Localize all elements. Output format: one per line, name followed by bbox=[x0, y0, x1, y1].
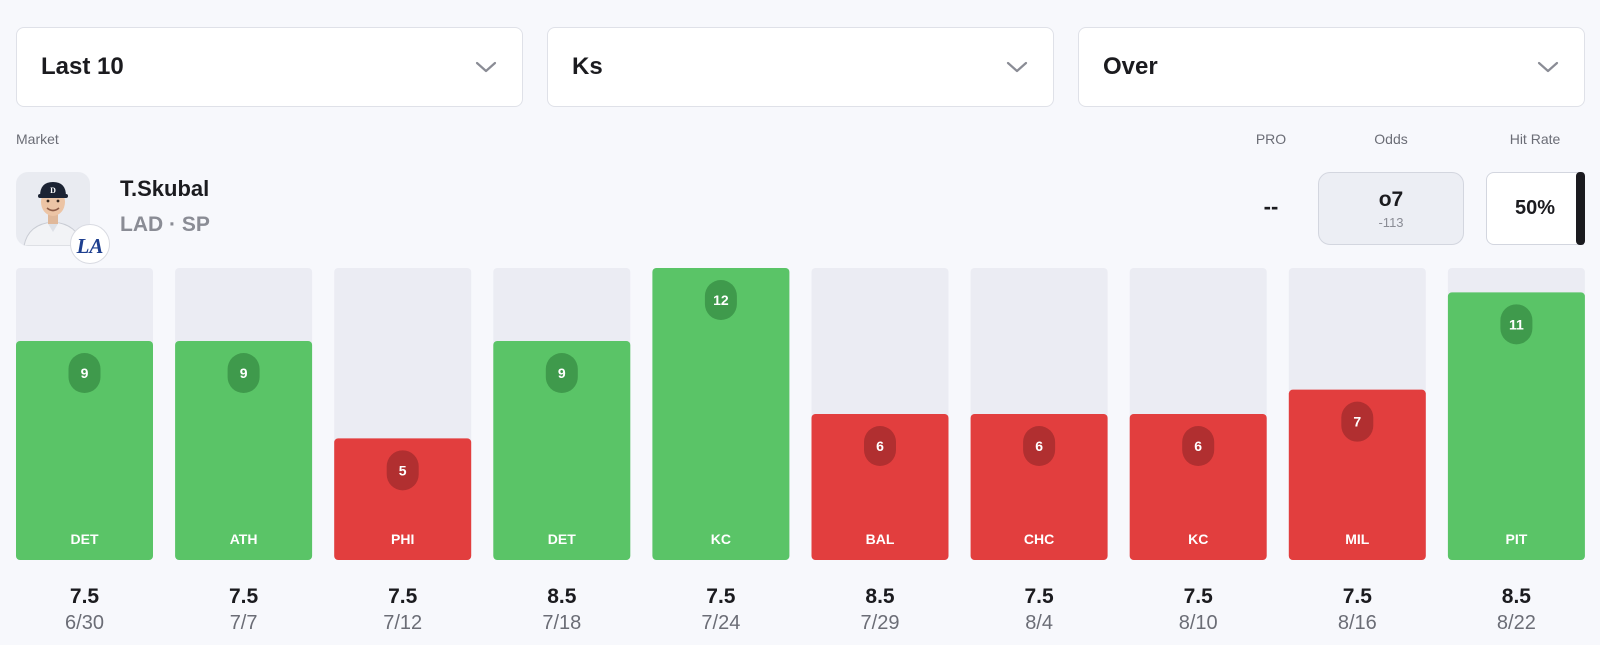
value-pill bbox=[386, 450, 419, 491]
game-date-label: 7/29 bbox=[861, 612, 900, 634]
opponent-label: ATH bbox=[230, 531, 258, 547]
bar-value-label: 7 bbox=[1353, 414, 1361, 430]
prop-line-label: 7.5 bbox=[706, 585, 736, 608]
value-pill bbox=[1182, 426, 1215, 466]
pro-label: PRO bbox=[1255, 131, 1287, 147]
opponent-label: PHI bbox=[391, 531, 414, 547]
game-bar[interactable] bbox=[175, 341, 313, 560]
game-date-label: 7/24 bbox=[701, 612, 740, 634]
bar-value-label: 5 bbox=[399, 462, 407, 478]
game-bar[interactable] bbox=[652, 268, 790, 560]
prop-line-label: 7.5 bbox=[229, 585, 259, 608]
prop-line-label: 8.5 bbox=[865, 585, 895, 608]
value-pill bbox=[545, 353, 578, 393]
player-name[interactable]: T.Skubal bbox=[120, 176, 210, 201]
odds-price: -113 bbox=[1378, 214, 1404, 230]
value-pill bbox=[1500, 304, 1533, 345]
prop-line-label: 8.5 bbox=[1502, 585, 1532, 608]
side-dropdown[interactable]: Over bbox=[1078, 27, 1585, 107]
range-dropdown-value: Last 10 bbox=[41, 53, 124, 80]
opponent-label: KC bbox=[711, 531, 731, 547]
game-bar[interactable] bbox=[1447, 292, 1585, 560]
market-label: Market bbox=[16, 131, 59, 147]
value-pill bbox=[227, 353, 260, 393]
bar-value-label: 6 bbox=[1035, 438, 1043, 454]
bar-value-label: 9 bbox=[240, 365, 248, 381]
opponent-label: MIL bbox=[1345, 531, 1370, 547]
bar-value-label: 6 bbox=[1194, 438, 1202, 454]
game-date-label: 6/30 bbox=[65, 612, 104, 634]
bar-value-label: 9 bbox=[558, 365, 566, 381]
prop-line-label: 7.5 bbox=[388, 585, 418, 608]
side-dropdown-value: Over bbox=[1103, 53, 1158, 80]
game-bar[interactable] bbox=[970, 414, 1108, 560]
value-pill bbox=[68, 353, 101, 393]
prop-line-label: 7.5 bbox=[70, 585, 100, 608]
bar-value-label: 12 bbox=[713, 292, 729, 308]
opponent-label: PIT bbox=[1506, 531, 1528, 547]
stat-dropdown[interactable]: Ks bbox=[547, 27, 1054, 107]
hit-rate-indicator bbox=[1576, 172, 1585, 245]
bar-value-label: 9 bbox=[81, 365, 89, 381]
game-log-chart: 9 DET 7.5 6/30 9 ATH 7.5 7/7 5 PHI 7.5 7/12 9 DET 8.5 7… bbox=[16, 268, 1585, 634]
opponent-label: DET bbox=[548, 531, 576, 547]
opponent-label: KC bbox=[1188, 531, 1208, 547]
prop-line-label: 7.5 bbox=[1184, 585, 1214, 608]
opponent-label: DET bbox=[71, 531, 99, 547]
hit-rate-value: 50% bbox=[1486, 172, 1584, 245]
dodgers-logo-icon: LA bbox=[76, 234, 104, 258]
player-headshot-icon: D bbox=[23, 182, 83, 246]
prop-line-label: 7.5 bbox=[1024, 585, 1054, 608]
svg-text:D: D bbox=[50, 186, 56, 195]
player-avatar: D bbox=[16, 172, 90, 246]
value-pill bbox=[1023, 426, 1056, 466]
pro-value: -- bbox=[1263, 194, 1279, 219]
opponent-label: CHC bbox=[1024, 531, 1054, 547]
game-date-label: 8/4 bbox=[1025, 612, 1053, 634]
team-logo: LA bbox=[70, 224, 110, 264]
game-bar[interactable] bbox=[334, 438, 472, 560]
hit-rate-label: Hit Rate bbox=[1509, 131, 1561, 147]
value-pill bbox=[704, 280, 737, 320]
chevron-down-icon bbox=[475, 61, 497, 73]
game-bar[interactable] bbox=[493, 341, 631, 560]
bar-value-label: 6 bbox=[876, 438, 884, 454]
svg-text:LA: LA bbox=[76, 234, 104, 258]
game-date-label: 8/16 bbox=[1338, 612, 1377, 634]
game-date-label: 7/7 bbox=[230, 612, 258, 634]
prop-line-label: 7.5 bbox=[1343, 585, 1373, 608]
odds-line: o7 bbox=[1378, 187, 1404, 211]
game-date-label: 7/12 bbox=[383, 612, 422, 634]
value-pill bbox=[864, 426, 896, 466]
chevron-down-icon bbox=[1537, 61, 1559, 73]
game-bar[interactable] bbox=[1129, 414, 1267, 560]
player-team-position: LAD · SP bbox=[120, 213, 210, 236]
stat-dropdown-value: Ks bbox=[572, 53, 603, 80]
game-bar[interactable] bbox=[1288, 389, 1426, 560]
odds-button[interactable]: o7 -113 bbox=[1318, 172, 1464, 245]
value-pill bbox=[1341, 401, 1374, 442]
bar-value-label: 11 bbox=[1509, 316, 1524, 332]
game-date-label: 8/22 bbox=[1497, 612, 1536, 634]
opponent-label: BAL bbox=[866, 531, 895, 547]
range-dropdown[interactable]: Last 10 bbox=[16, 27, 523, 107]
chevron-down-icon bbox=[1006, 61, 1028, 73]
game-date-label: 8/10 bbox=[1179, 612, 1218, 634]
game-bar[interactable] bbox=[811, 414, 949, 560]
game-bar[interactable] bbox=[16, 341, 153, 560]
filter-bar: Last 10 Ks Over bbox=[16, 27, 1585, 107]
game-date-label: 7/18 bbox=[542, 612, 581, 634]
odds-label: Odds bbox=[1374, 131, 1408, 147]
prop-line-label: 8.5 bbox=[547, 585, 577, 608]
